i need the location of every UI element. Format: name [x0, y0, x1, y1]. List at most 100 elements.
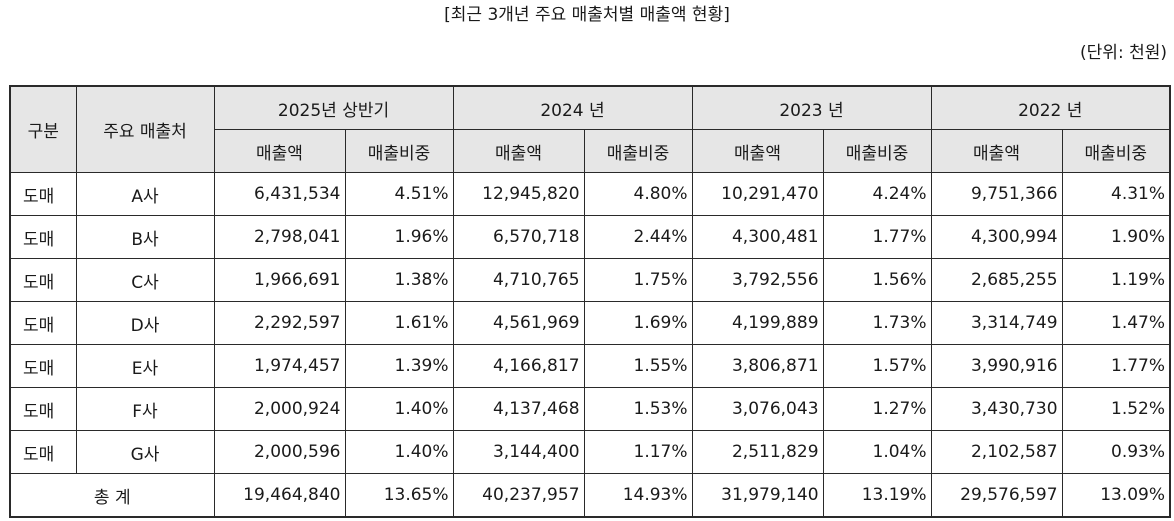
ratio-cell: 1.47% [1061, 301, 1171, 345]
ratio-cell: 1.40% [344, 430, 454, 474]
customer-cell: B사 [75, 215, 215, 259]
total-row: 총 계 19,464,840 13.65% 40,237,957 14.93% 31,97… [9, 473, 1171, 518]
sales-cell: 12,945,820 [452, 172, 585, 216]
header-row-1: 구분 주요 매출처 2025년 상반기 2024 년 2023 년 2022 년 [9, 85, 1171, 173]
ratio-cell: 1.57% [822, 344, 932, 388]
ratio-cell: 4.31% [1061, 172, 1171, 216]
sales-cell: 2,292,597 [213, 301, 346, 345]
sales-cell: 3,430,730 [930, 387, 1063, 431]
sales-cell: 9,751,366 [930, 172, 1063, 216]
ratio-cell: 1.77% [1061, 344, 1171, 388]
ratio-cell: 1.77% [822, 215, 932, 259]
header-sales: 매출액 [691, 129, 824, 173]
sales-cell: 4,300,481 [691, 215, 824, 259]
ratio-cell: 2.44% [583, 215, 693, 259]
category-cell: 도매 [9, 215, 77, 259]
total-ratio-cell: 13.09% [1061, 473, 1171, 518]
ratio-cell: 1.17% [583, 430, 693, 474]
ratio-cell: 0.93% [1061, 430, 1171, 474]
header-period: 2024 년 [452, 85, 693, 130]
category-cell: 도매 [9, 430, 77, 474]
header-period: 2022 년 [930, 85, 1171, 130]
header-period: 2025년 상반기 [213, 85, 454, 130]
ratio-cell: 1.19% [1061, 258, 1171, 302]
sales-cell: 2,102,587 [930, 430, 1063, 474]
customer-cell: F사 [75, 387, 215, 431]
header-sales: 매출액 [452, 129, 585, 173]
customer-cell: C사 [75, 258, 215, 302]
sales-cell: 1,974,457 [213, 344, 346, 388]
sales-cell: 4,166,817 [452, 344, 585, 388]
sales-cell: 4,561,969 [452, 301, 585, 345]
table-row: 도매 E사 1,974,457 1.39% 4,166,817 1.55% 3,806,87… [9, 344, 1171, 388]
ratio-cell: 4.51% [344, 172, 454, 216]
customer-cell: G사 [75, 430, 215, 474]
sales-cell: 4,710,765 [452, 258, 585, 302]
ratio-cell: 1.61% [344, 301, 454, 345]
table-row: 도매 G사 2,000,596 1.40% 3,144,400 1.17% 2,511,82… [9, 430, 1171, 474]
header-ratio: 매출비중 [344, 129, 454, 173]
header-ratio: 매출비중 [1061, 129, 1171, 173]
category-cell: 도매 [9, 258, 77, 302]
sales-cell: 3,990,916 [930, 344, 1063, 388]
sales-cell: 2,685,255 [930, 258, 1063, 302]
category-cell: 도매 [9, 387, 77, 431]
ratio-cell: 1.52% [1061, 387, 1171, 431]
sales-cell: 3,792,556 [691, 258, 824, 302]
total-sales-cell: 40,237,957 [452, 473, 585, 518]
header-ratio: 매출비중 [583, 129, 693, 173]
sales-cell: 6,431,534 [213, 172, 346, 216]
ratio-cell: 1.27% [822, 387, 932, 431]
table-row: 도매 B사 2,798,041 1.96% 6,570,718 2.44% 4,300,48… [9, 215, 1171, 259]
sales-cell: 2,798,041 [213, 215, 346, 259]
table-title: [최근 3개년 주요 매출처별 매출액 현황] [444, 5, 730, 25]
sales-cell: 3,806,871 [691, 344, 824, 388]
category-cell: 도매 [9, 301, 77, 345]
sales-cell: 10,291,470 [691, 172, 824, 216]
ratio-cell: 4.80% [583, 172, 693, 216]
header-sales: 매출액 [930, 129, 1063, 173]
header-row-2: 매출액 매출비중 매출액 매출비중 매출액 매출비중 매출액 매출비중 [10, 129, 1171, 173]
sales-cell: 1,966,691 [213, 258, 346, 302]
ratio-cell: 1.53% [583, 387, 693, 431]
table-row: 도매 F사 2,000,924 1.40% 4,137,468 1.53% 3,076,04… [9, 387, 1171, 431]
sales-cell: 2,000,596 [213, 430, 346, 474]
sales-cell: 4,137,468 [452, 387, 585, 431]
ratio-cell: 1.75% [583, 258, 693, 302]
header-sales: 매출액 [213, 129, 346, 173]
total-ratio-cell: 13.65% [344, 473, 454, 518]
ratio-cell: 1.38% [344, 258, 454, 302]
table-row: 도매 A사 6,431,534 4.51% 12,945,820 4.80% 10,291,… [9, 172, 1171, 216]
customer-cell: A사 [75, 172, 215, 216]
ratio-cell: 1.56% [822, 258, 932, 302]
table-row: 도매 C사 1,966,691 1.38% 4,710,765 1.75% 3,792,55… [9, 258, 1171, 302]
sales-table: 구분 주요 매출처 2025년 상반기 2024 년 2023 년 2022 년… [9, 85, 1172, 518]
ratio-cell: 1.04% [822, 430, 932, 474]
sales-cell: 2,000,924 [213, 387, 346, 431]
total-ratio-cell: 14.93% [583, 473, 693, 518]
total-label: 총 계 [9, 473, 215, 518]
sales-cell: 4,300,994 [930, 215, 1063, 259]
ratio-cell: 1.55% [583, 344, 693, 388]
total-sales-cell: 29,576,597 [930, 473, 1063, 518]
unit-label: (단위: 천원) [1080, 43, 1167, 63]
ratio-cell: 1.90% [1061, 215, 1171, 259]
category-cell: 도매 [9, 344, 77, 388]
total-sales-cell: 31,979,140 [691, 473, 824, 518]
ratio-cell: 1.40% [344, 387, 454, 431]
customer-cell: D사 [75, 301, 215, 345]
header-customer: 주요 매출처 [75, 85, 215, 173]
table-row: 도매 D사 2,292,597 1.61% 4,561,969 1.69% 4,199,88… [9, 301, 1171, 345]
header-ratio: 매출비중 [822, 129, 932, 173]
header-category: 구분 [9, 85, 77, 173]
customer-cell: E사 [75, 344, 215, 388]
ratio-cell: 4.24% [822, 172, 932, 216]
sales-cell: 2,511,829 [691, 430, 824, 474]
sales-cell: 3,144,400 [452, 430, 585, 474]
sales-cell: 6,570,718 [452, 215, 585, 259]
category-cell: 도매 [9, 172, 77, 216]
sales-cell: 3,314,749 [930, 301, 1063, 345]
ratio-cell: 1.73% [822, 301, 932, 345]
ratio-cell: 1.69% [583, 301, 693, 345]
sales-cell: 4,199,889 [691, 301, 824, 345]
